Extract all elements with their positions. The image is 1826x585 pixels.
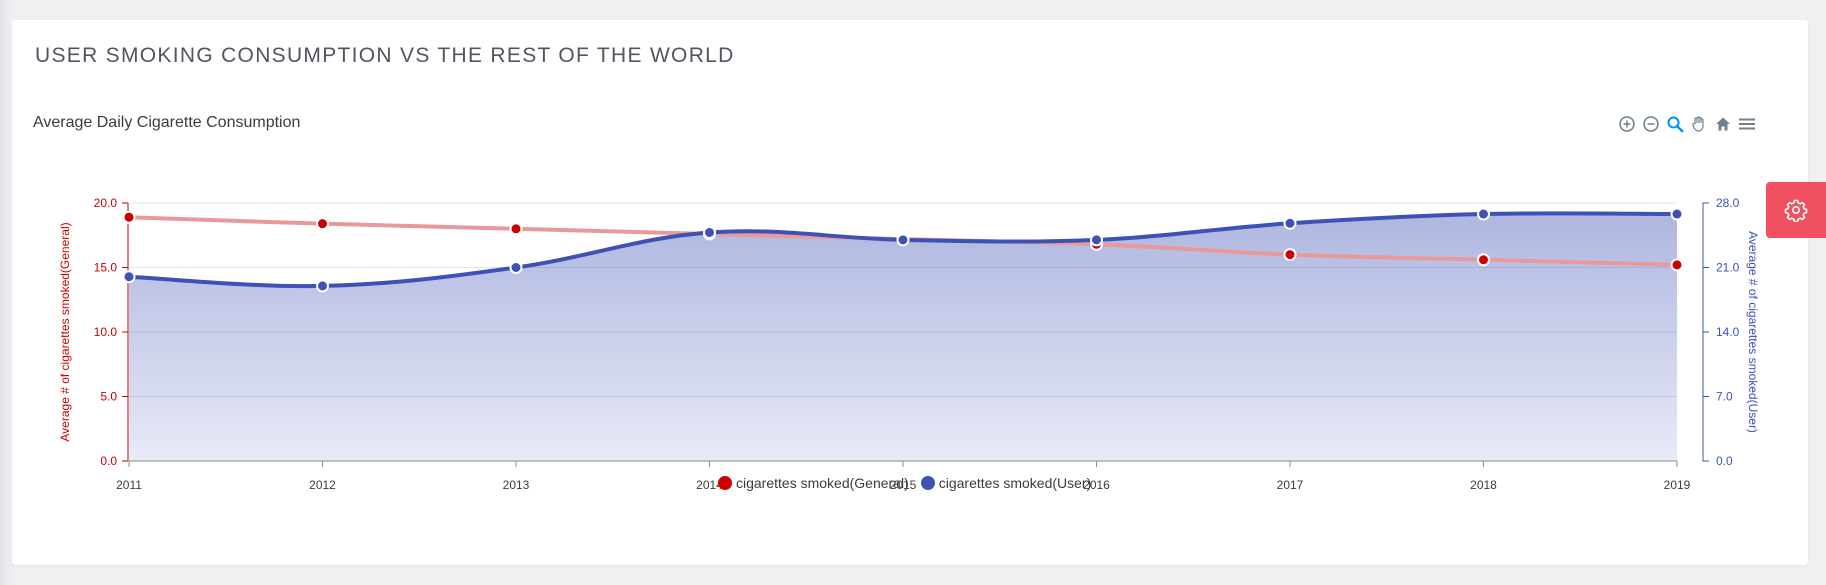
data-point-general[interactable]: [316, 217, 329, 231]
chart-title: Average Daily Cigarette Consumption: [33, 114, 301, 131]
y-tick-label-right: 14.0: [1716, 325, 1740, 339]
y-tick-label-left: 5.0: [100, 390, 117, 404]
chart-legend: cigarettes smoked(General) cigarettes sm…: [718, 475, 1091, 491]
data-point-general[interactable]: [122, 210, 136, 224]
data-point-user[interactable]: [1670, 207, 1684, 221]
y-axis-right-title: Average # of cigarettes smoked(User): [1746, 231, 1760, 433]
x-tick-label: 2011: [116, 478, 142, 492]
data-point-user[interactable]: [509, 261, 523, 274]
x-tick-label: 2016: [1083, 478, 1110, 492]
reset-home-icon[interactable]: [1713, 114, 1733, 134]
legend-item-general[interactable]: cigarettes smoked(General): [718, 475, 909, 491]
x-tick-label: 2014: [696, 478, 723, 492]
data-point-general[interactable]: [1670, 258, 1684, 272]
x-tick-label: 2017: [1277, 478, 1304, 492]
data-point-general[interactable]: [509, 222, 523, 236]
legend-marker-general: [718, 476, 732, 490]
y-tick-label-right: 28.0: [1716, 196, 1740, 210]
data-point-general[interactable]: [1477, 253, 1490, 267]
data-point-user[interactable]: [122, 270, 136, 284]
y-tick-label-right: 7.0: [1716, 390, 1733, 404]
zoom-in-icon[interactable]: [1617, 114, 1637, 134]
legend-label-general: cigarettes smoked(General): [736, 475, 909, 491]
data-point-user[interactable]: [1283, 216, 1297, 230]
chart-toolbar: [1617, 114, 1757, 134]
gear-icon: [1784, 199, 1808, 222]
pan-hand-icon[interactable]: [1689, 114, 1709, 134]
page-title: USER SMOKING CONSUMPTION VS THE REST OF …: [35, 44, 735, 67]
y-axis-left-title: Average # of cigarettes smoked(General): [58, 222, 72, 441]
y-tick-label-left: 0.0: [100, 454, 117, 468]
y-tick-label-left: 15.0: [94, 261, 118, 275]
legend-label-user: cigarettes smoked(User): [938, 475, 1092, 491]
data-point-general[interactable]: [1283, 248, 1297, 262]
data-point-user[interactable]: [703, 225, 716, 239]
x-tick-label: 2018: [1470, 478, 1497, 492]
y-tick-label-right: 0.0: [1716, 454, 1733, 468]
menu-icon[interactable]: [1737, 114, 1757, 134]
page-left-shadow: [0, 0, 12, 585]
series-area-user: [129, 213, 1677, 461]
x-tick-label: 2015: [890, 478, 917, 492]
legend-item-user[interactable]: cigarettes smoked(User): [920, 475, 1092, 491]
y-tick-label-left: 20.0: [94, 196, 118, 210]
data-point-user[interactable]: [1090, 233, 1103, 247]
x-tick-label: 2013: [503, 478, 530, 492]
zoom-out-icon[interactable]: [1641, 114, 1661, 134]
legend-marker-user: [920, 476, 935, 490]
settings-button[interactable]: [1766, 182, 1826, 238]
x-tick-label: 2012: [309, 478, 336, 492]
y-tick-label-right: 21.0: [1716, 261, 1740, 275]
data-point-user[interactable]: [316, 279, 329, 293]
data-point-user[interactable]: [896, 233, 910, 247]
zoom-selection-icon[interactable]: [1665, 114, 1685, 134]
data-point-user[interactable]: [1477, 207, 1490, 221]
y-tick-label-left: 10.0: [94, 325, 118, 339]
x-tick-label: 2019: [1664, 478, 1691, 492]
